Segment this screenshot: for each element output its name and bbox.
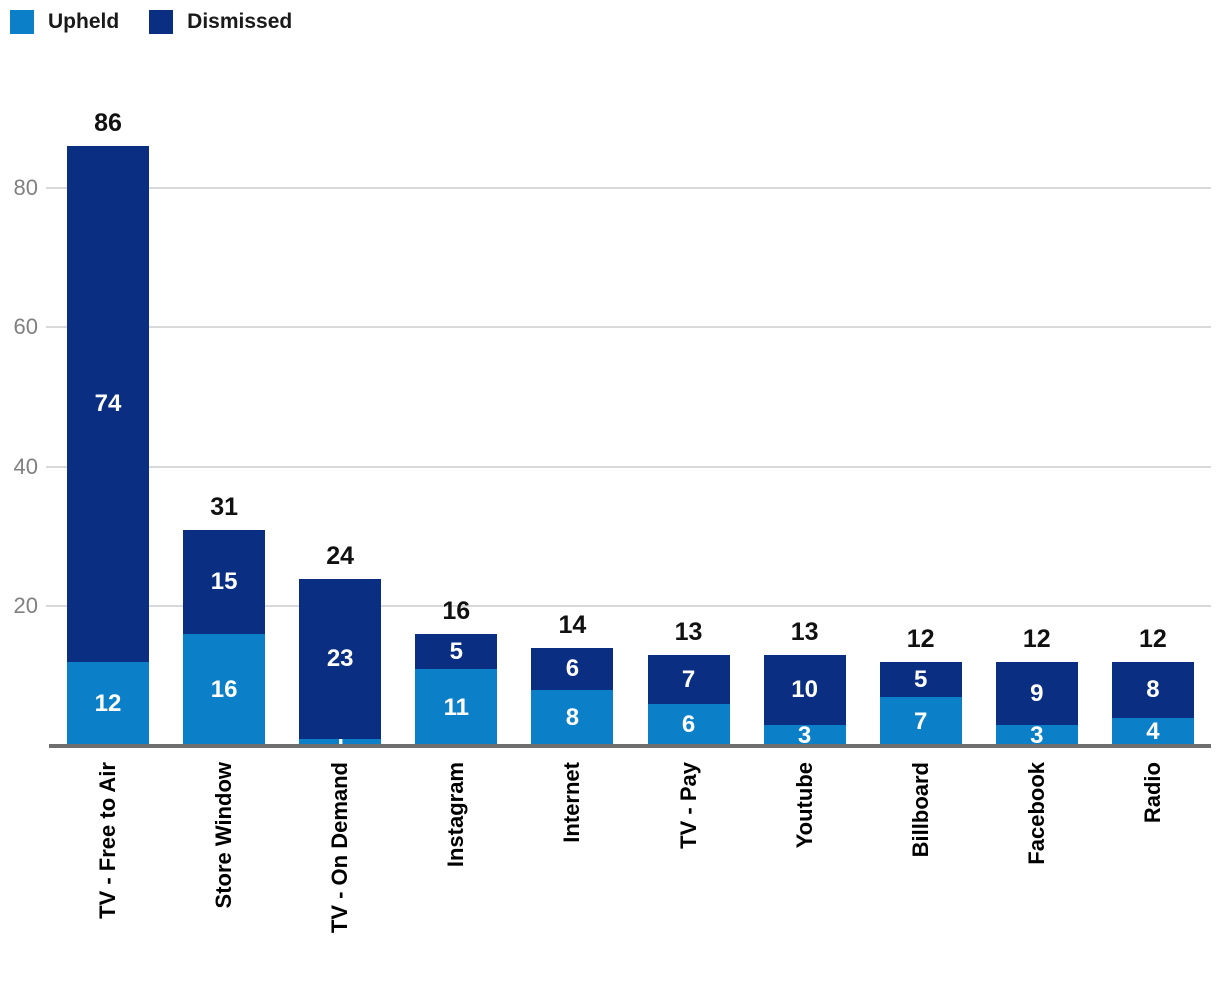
segment-value-upheld: 3 [797,721,812,749]
gridline [46,186,1211,189]
segment-value-upheld: 12 [94,690,122,718]
bar-total-label: 86 [94,109,122,137]
bar-segment-dismissed: 23 [299,578,382,739]
bar-total-label: 13 [790,618,819,647]
segment-value-upheld: 4 [1146,718,1160,746]
gridline [46,326,1211,329]
legend: Upheld Dismissed [10,10,292,34]
segment-value-dismissed: 8 [1146,676,1160,704]
segment-value-upheld: 11 [443,693,469,721]
gridline [46,605,1211,608]
gridline [46,465,1211,468]
segment-value-dismissed: 9 [1030,679,1044,707]
category-label: Facebook [1023,762,1049,865]
bar-segment-upheld: 8 [531,690,614,746]
bar-total-label: 12 [906,625,935,654]
segment-value-dismissed: 23 [326,644,354,672]
bar-segment-dismissed: 8 [1111,662,1194,719]
segment-value-dismissed: 15 [210,568,238,596]
category-label: Billboard [907,762,933,858]
legend-item-upheld: Upheld [10,10,119,34]
bar-total-label: 14 [558,611,587,640]
legend-swatch-dismissed-icon [149,10,174,34]
segment-value-upheld: 3 [1030,721,1044,749]
bar-segment-dismissed: 74 [67,146,149,663]
y-axis-tick-label: 80 [13,174,38,200]
bar-segment-upheld: 16 [183,634,266,746]
x-axis-baseline [49,744,1211,748]
category-label: TV - Free to Air [95,762,120,919]
category-label: TV - Pay [675,762,701,849]
bar-segment-dismissed: 10 [763,655,846,726]
segment-value-dismissed: 5 [449,637,463,665]
bar-total-label: 31 [210,492,238,521]
category-label: Youtube [791,762,817,849]
segment-value-upheld: 6 [681,711,696,739]
bar-total-label: 16 [442,597,471,626]
bar-segment-dismissed: 15 [183,529,266,635]
bar-segment-dismissed: 6 [531,648,614,691]
y-axis-tick-label: 60 [13,314,38,340]
legend-label-upheld: Upheld [48,10,120,33]
bar-segment-upheld: 6 [647,704,730,746]
bar-segment-dismissed: 5 [879,662,962,698]
category-label: Instagram [443,762,469,868]
bar-segment-upheld: 11 [415,669,498,746]
segment-value-dismissed: 6 [565,655,580,683]
category-label: TV - On Demand [327,762,353,934]
segment-value-upheld: 8 [565,704,580,732]
legend-swatch-upheld-icon [10,10,34,34]
bar-total-label: 12 [1022,625,1051,654]
bar-total-label: 24 [326,541,355,570]
bar-total-label: 12 [1138,625,1167,654]
segment-value-dismissed: 7 [681,665,696,693]
legend-item-dismissed: Dismissed [149,10,292,34]
bar-segment-upheld: 4 [1111,718,1194,746]
category-label: Internet [559,762,585,843]
segment-value-dismissed: 5 [914,665,928,693]
segment-value-upheld: 7 [914,707,928,735]
bar-segment-upheld: 3 [995,721,1078,749]
segment-value-dismissed: 10 [791,676,818,704]
bar-segment-dismissed: 9 [995,662,1078,726]
category-label: Radio [1139,762,1165,824]
category-label: Store Window [211,762,237,909]
y-axis-tick-label: 20 [13,593,38,619]
bar-segment-upheld: 3 [763,721,846,749]
segment-value-upheld: 16 [210,676,238,704]
legend-label-dismissed: Dismissed [187,10,293,33]
bar-segment-dismissed: 7 [647,655,730,705]
segment-value-dismissed: 74 [94,390,122,418]
bar-total-label: 13 [674,618,703,647]
bar-segment-upheld: 7 [879,697,962,746]
y-axis-tick-label: 40 [13,453,38,479]
bar-segment-dismissed: 5 [415,634,498,670]
bar-segment-upheld: 12 [67,662,149,746]
